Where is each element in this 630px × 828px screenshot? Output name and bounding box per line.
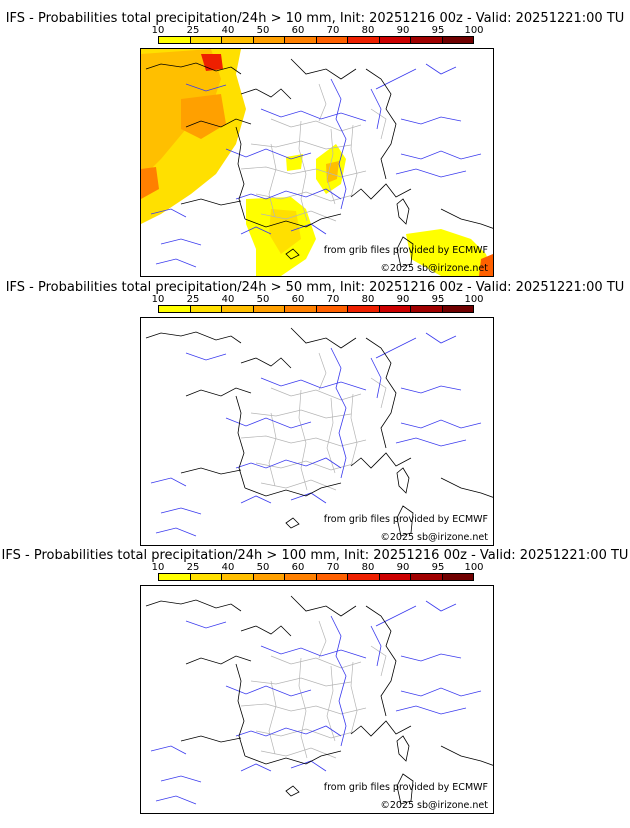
colorbar-label: 90 [396,562,410,573]
panel-title: IFS - Probabilities total precipitation/… [5,280,625,295]
source-credit: from grib files provided by ECMWF [323,782,488,793]
colorbar-label: 60 [291,294,305,305]
colorbar-label: 70 [326,294,340,305]
colorbar-swatch [285,574,317,580]
colorbar-swatch [379,574,411,580]
colorbar-swatch [411,37,443,43]
colorbar-label: 80 [361,294,375,305]
colorbar-label: 90 [396,294,410,305]
colorbar-swatch [285,306,317,312]
colorbar-swatch [316,37,348,43]
colorbar-swatch [379,306,411,312]
map-panel: IFS - Probabilities total precipitation/… [0,0,630,277]
map-panel: IFS - Probabilities total precipitation/… [0,269,630,546]
colorbar-label: 95 [431,25,445,36]
colorbar-label: 25 [186,294,200,305]
colorbar-swatch [316,574,348,580]
colorbar-swatch [222,306,254,312]
colorbar-swatch [253,306,285,312]
colorbar-swatch [348,306,380,312]
precip-area [406,229,493,276]
colorbar-strip [158,305,474,313]
precip-area [269,209,301,254]
map-frame: from grib files provided by ECMWF ©2025 s… [140,48,494,277]
colorbar-label: 100 [464,562,484,573]
colorbar-swatch [442,306,473,312]
colorbar-swatch [411,306,443,312]
colorbar-swatch [159,306,191,312]
colorbar-swatch [411,574,443,580]
colorbar-swatch [222,574,254,580]
colorbar-label: 50 [256,294,270,305]
basemap-lines [145,327,493,537]
source-credit: from grib files provided by ECMWF [323,245,488,256]
map-frame: from grib files provided by ECMWF ©2025 s… [140,317,494,546]
colorbar-label: 70 [326,562,340,573]
colorbar-swatch [285,37,317,43]
colorbar-swatch [159,37,191,43]
map-canvas [145,327,493,537]
precip-probability-overlay [141,49,493,276]
colorbar-swatch [348,574,380,580]
colorbar-swatch [159,574,191,580]
colorbar: 10 25 40 50 60 70 80 90 95 100 [140,563,490,583]
colorbar-swatch [190,574,222,580]
colorbar-label: 25 [186,25,200,36]
colorbar-label: 60 [291,562,305,573]
colorbar-label: 40 [221,25,235,36]
colorbar-label: 70 [326,25,340,36]
colorbar-swatch [190,306,222,312]
precip-area [201,54,223,71]
map-frame: from grib files provided by ECMWF ©2025 s… [140,585,494,814]
precip-area [326,161,339,183]
colorbar: 10 25 40 50 60 70 80 90 95 100 [140,26,490,46]
colorbar-swatch [442,574,473,580]
colorbar-swatch [348,37,380,43]
basemap-lines [145,595,493,805]
colorbar-label: 40 [221,562,235,573]
copyright-credit: ©2025 sb@irizone.net [380,800,488,811]
map-canvas [141,49,493,276]
colorbar-label: 50 [256,25,270,36]
source-credit: from grib files provided by ECMWF [323,514,488,525]
colorbar-label: 25 [186,562,200,573]
colorbar-swatch [253,574,285,580]
colorbar-label: 80 [361,25,375,36]
precip-area [286,154,303,171]
colorbar-label: 80 [361,562,375,573]
colorbar-label: 95 [431,562,445,573]
colorbar-label: 50 [256,562,270,573]
map-canvas [145,595,493,805]
colorbar-swatch [442,37,473,43]
panel-title: IFS - Probabilities total precipitation/… [1,548,629,563]
copyright-credit: ©2025 sb@irizone.net [380,263,488,274]
colorbar-swatch [253,37,285,43]
colorbar-swatch [190,37,222,43]
colorbar-swatch [316,306,348,312]
precip-area [479,254,493,276]
precip-area [181,94,226,139]
precip-area [141,167,159,199]
map-panel: IFS - Probabilities total precipitation/… [0,537,630,814]
colorbar-label: 90 [396,25,410,36]
colorbar-label: 10 [151,562,165,573]
colorbar-label: 60 [291,25,305,36]
colorbar-label: 100 [464,294,484,305]
colorbar-strip [158,573,474,581]
copyright-credit: ©2025 sb@irizone.net [380,532,488,543]
colorbar-label: 10 [151,294,165,305]
panel-title: IFS - Probabilities total precipitation/… [5,11,625,26]
colorbar: 10 25 40 50 60 70 80 90 95 100 [140,295,490,315]
colorbar-label: 100 [464,25,484,36]
colorbar-label: 40 [221,294,235,305]
colorbar-label: 95 [431,294,445,305]
colorbar-label: 10 [151,25,165,36]
colorbar-strip [158,36,474,44]
colorbar-swatch [379,37,411,43]
colorbar-swatch [222,37,254,43]
